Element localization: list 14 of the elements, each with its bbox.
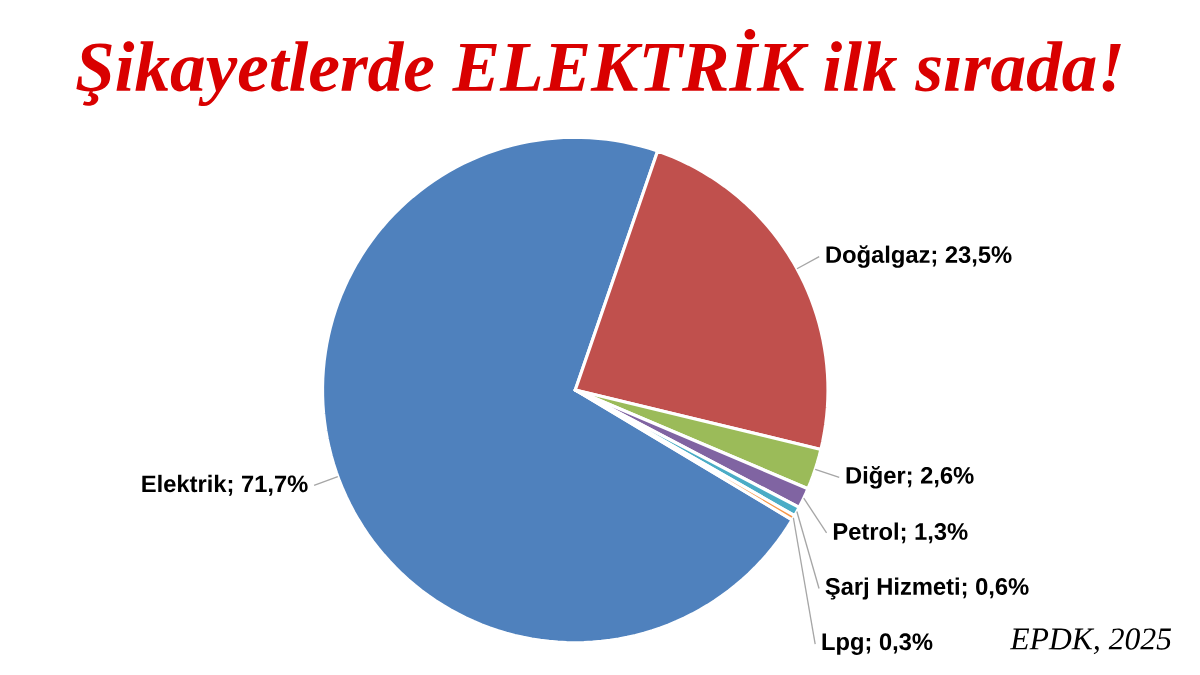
slice-label: Doğalgaz	[826, 245, 930, 268]
slice-label: Şarj Hizmeti	[825, 577, 959, 600]
slice-label: Petrol	[833, 522, 898, 540]
slice-label: Elektrik	[142, 474, 227, 493]
slice-label: Diğer	[846, 466, 906, 489]
data-label: ; 1,3%	[901, 523, 968, 544]
slice-label: Lpg	[822, 633, 863, 655]
data-label: ; 0,3%	[866, 633, 933, 654]
text: EPDK, 2025	[1009, 628, 1172, 655]
data-label: ; 0,6%	[962, 578, 1029, 599]
chart-title: Şikayetlerde ELEKTRİK ilk sırada!	[76, 28, 1121, 107]
data-label: ; 2,6%	[907, 466, 974, 488]
data-label: ; 23,5%	[932, 246, 1012, 267]
data-label: ; 71,7%	[228, 475, 308, 496]
